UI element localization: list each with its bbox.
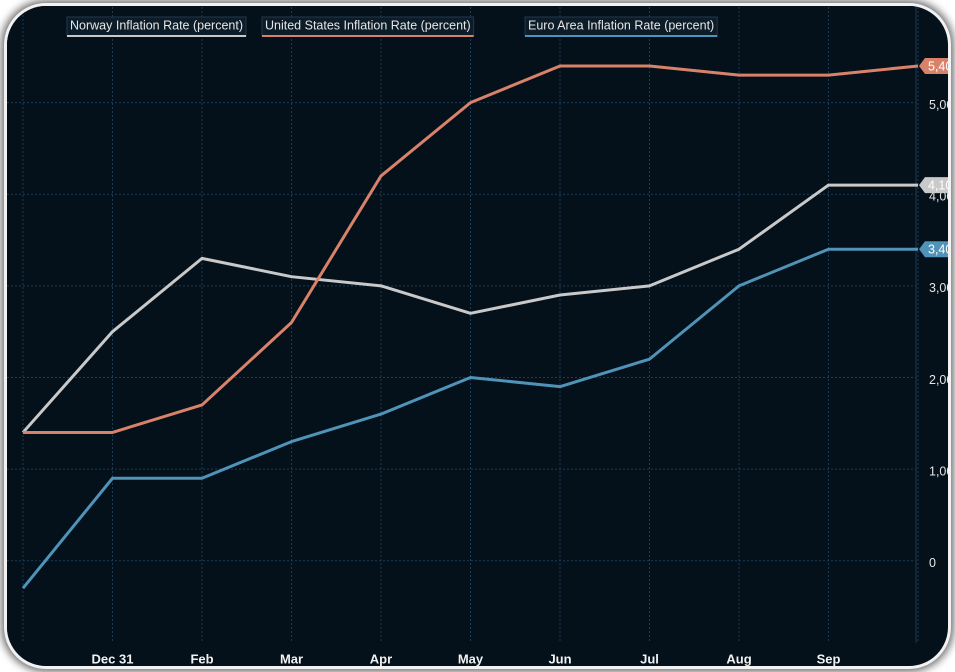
series-line bbox=[23, 64, 919, 434]
legend-label: Norway Inflation Rate (percent) bbox=[70, 18, 243, 32]
y-tick-label: 0 bbox=[929, 556, 936, 570]
x-tick-label: Dec 31 bbox=[92, 651, 134, 666]
value-label: 3,40 bbox=[928, 243, 951, 257]
y-tick-label: 5,00 bbox=[929, 98, 951, 112]
x-tick-label: Feb bbox=[190, 651, 213, 666]
x-tick-label: Mar bbox=[280, 651, 303, 666]
x-tick-label: Jun bbox=[548, 651, 571, 666]
value-label-tag bbox=[919, 57, 948, 74]
y-tick-label: 3,00 bbox=[929, 281, 951, 295]
series-line bbox=[21, 247, 918, 590]
y-tick-label: 2,00 bbox=[929, 373, 951, 387]
series-line bbox=[21, 183, 918, 434]
x-tick-label: May bbox=[458, 651, 484, 666]
chart-frame: 0 1,00 2,00 3,00 4,00 5,00 Dec 31 Feb Mar Apr May J… bbox=[4, 3, 951, 669]
y-tick-label: 1,00 bbox=[929, 464, 951, 478]
value-label: 5,40 bbox=[928, 59, 951, 73]
x-tick-label: Aug bbox=[726, 651, 751, 666]
legend-label: Euro Area Inflation Rate (percent) bbox=[528, 18, 714, 32]
value-label-tag bbox=[919, 177, 948, 194]
x-tick-label: Apr bbox=[370, 651, 392, 666]
value-label: 4,10 bbox=[928, 178, 951, 192]
value-label-tag bbox=[919, 241, 948, 258]
x-tick-label: Jul bbox=[640, 651, 659, 666]
x-tick-label: Sep bbox=[817, 651, 841, 666]
legend: Norway Inflation Rate (percent) United St… bbox=[66, 16, 718, 37]
plot-area bbox=[7, 6, 916, 643]
legend-label: United States Inflation Rate (percent) bbox=[265, 18, 471, 32]
